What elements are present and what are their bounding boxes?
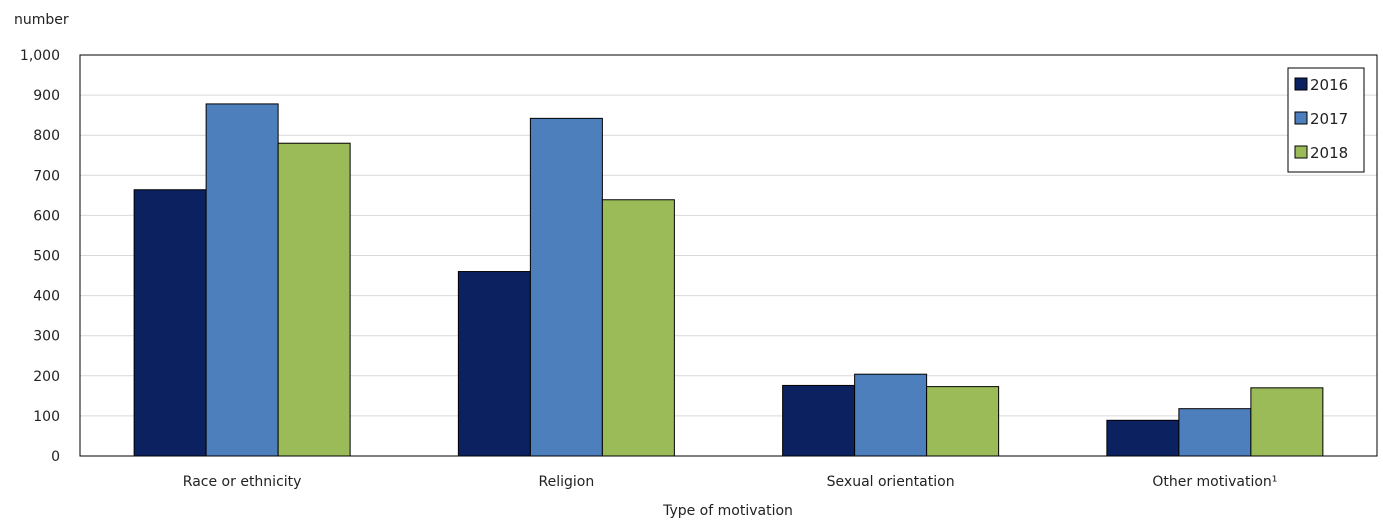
- bar-2017: [1178, 408, 1252, 457]
- legend-label: 2016: [1310, 76, 1348, 94]
- x-category-label: Race or ethnicity: [183, 474, 302, 490]
- bar-2017: [529, 117, 603, 457]
- bar-2016: [782, 384, 856, 457]
- y-tick-label: 400: [33, 289, 60, 305]
- legend-label: 2018: [1310, 144, 1348, 162]
- bar-2018: [926, 386, 1000, 457]
- y-tick-label: 500: [33, 249, 60, 265]
- y-tick-label: 600: [33, 208, 60, 224]
- legend-swatch: [1294, 111, 1308, 125]
- legend-label: 2017: [1310, 110, 1348, 128]
- bar-2016: [457, 271, 531, 457]
- x-category-label: Other motivation¹: [1152, 474, 1277, 490]
- bar-2017: [854, 373, 928, 457]
- legend-swatch: [1294, 145, 1308, 159]
- legend: 2016 2017 2018: [1287, 67, 1365, 173]
- bars: [133, 103, 1324, 457]
- y-tick-label: 100: [33, 409, 60, 425]
- x-axis-title: Type of motivation: [662, 503, 793, 519]
- y-tick-label: 800: [33, 128, 60, 144]
- y-axis-title: number: [14, 12, 69, 28]
- bar-2018: [277, 142, 351, 457]
- y-tick-label: 200: [33, 369, 60, 385]
- x-category-label: Sexual orientation: [827, 474, 955, 490]
- y-tick-label: 0: [51, 449, 60, 465]
- y-tick-label: 700: [33, 168, 60, 184]
- bar-2017: [205, 103, 279, 457]
- x-category-label: Religion: [539, 474, 595, 490]
- bar-2016: [133, 189, 207, 457]
- bar-2016: [1106, 419, 1180, 457]
- legend-swatch: [1294, 77, 1308, 91]
- bar-2018: [601, 199, 675, 457]
- y-axis-ticks: 0 100 200 300 400 500 600 700 800 900 1,000: [20, 48, 60, 465]
- bar-2018: [1250, 387, 1324, 457]
- plot-frame: [79, 54, 1378, 457]
- x-axis-categories: Race or ethnicity Religion Sexual orientat…: [183, 474, 1278, 490]
- y-tick-label: 1,000: [20, 48, 60, 64]
- y-tick-label: 900: [33, 88, 60, 104]
- y-tick-label: 300: [33, 329, 60, 345]
